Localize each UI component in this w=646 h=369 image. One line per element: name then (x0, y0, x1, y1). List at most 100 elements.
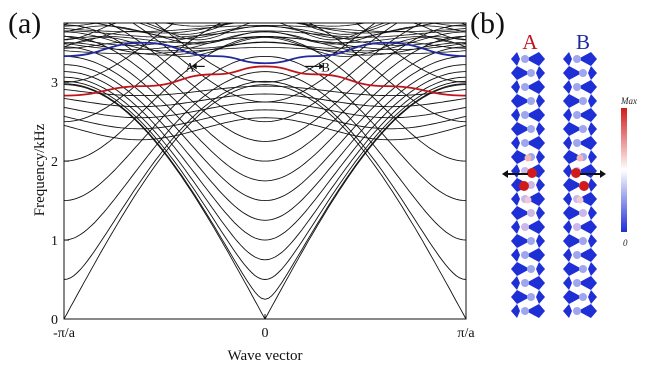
x-axis-label: Wave vector (228, 348, 303, 364)
bulk-band-line (64, 71, 466, 241)
lattice-node (521, 55, 529, 63)
lattice-node (579, 293, 587, 301)
annotation-b: B (321, 59, 330, 74)
lattice-cell (536, 122, 545, 136)
lattice-cell (563, 80, 572, 94)
y-tick-label: 3 (51, 76, 58, 91)
lattice-node (521, 251, 529, 259)
bulk-band-line (64, 71, 466, 241)
lattice-cell (511, 66, 530, 80)
lattice-cell (526, 248, 545, 262)
bulk-band-line (64, 117, 466, 141)
bulk-band-line (64, 109, 466, 130)
lattice-node (579, 125, 587, 133)
lattice-cell (563, 52, 572, 66)
lattice-cell (511, 304, 520, 318)
lattice-cell (563, 234, 582, 248)
lattice-cell (526, 276, 545, 290)
lattice-cell (511, 94, 530, 108)
x-tick-label: π/a (457, 326, 475, 341)
hotspot-node (576, 154, 584, 162)
propagation-arrowhead (600, 170, 606, 178)
lattice-node (573, 307, 581, 315)
bulk-band-line (64, 31, 466, 52)
panel-b-label: (b) (470, 7, 505, 40)
colorbar-max-label: Max (620, 96, 637, 106)
lattice-cell (526, 304, 545, 318)
lattice-node (579, 69, 587, 77)
lattice-cell (588, 206, 597, 220)
hotspot-node (576, 196, 584, 204)
plot-frame (63, 22, 467, 320)
lattice-node (579, 265, 587, 273)
lattice-cell (511, 234, 530, 248)
bulk-band-line (64, 25, 466, 39)
lattice-cell (578, 136, 597, 150)
lattice-cell (563, 108, 572, 122)
x-tick-label: 0 (262, 326, 269, 341)
lattice-cell (511, 206, 530, 220)
bulk-band-line (64, 42, 466, 56)
lattice-cell (526, 136, 545, 150)
lattice-cell (563, 304, 572, 318)
lattice-cell (511, 290, 530, 304)
lattice-cell (578, 220, 597, 234)
bulk-band-line (64, 80, 466, 280)
bulk-band-line (64, 83, 466, 300)
hotspot-node (579, 181, 589, 191)
lattice-cell (511, 276, 520, 290)
lattice-node (573, 139, 581, 147)
bulk-band-line (64, 85, 466, 97)
lattice-cell (563, 136, 572, 150)
y-tick-label: 2 (51, 155, 58, 170)
lattice-cell (578, 276, 597, 290)
bulk-band-line (64, 84, 466, 319)
lattice-node (521, 279, 529, 287)
lattice-cell (536, 66, 545, 80)
lattice-node (573, 111, 581, 119)
bulk-band-line (64, 80, 466, 280)
lattice-node (573, 223, 581, 231)
lattice-node (579, 97, 587, 105)
lattice-node (521, 307, 529, 315)
bulk-band-line (64, 35, 466, 162)
lattice-cell (563, 262, 582, 276)
mode-shape-panel: A B Max 0 (502, 30, 637, 318)
bulk-band-line (64, 25, 466, 33)
lattice-cell (536, 206, 545, 220)
bulk-band-line (64, 84, 466, 319)
y-tick-label: 1 (51, 234, 58, 249)
bulk-band-line (64, 36, 466, 50)
lattice-cell (563, 122, 582, 136)
hotspot-node (527, 168, 537, 178)
bulk-band-line (64, 35, 466, 162)
lattice-cell (588, 234, 597, 248)
lattice-node (527, 97, 535, 105)
lattice-cell (563, 66, 582, 80)
lattice-cell (536, 150, 545, 164)
panel-a-label: (a) (8, 7, 41, 40)
mode-shape-b (563, 52, 606, 318)
lattice-cell (526, 80, 545, 94)
bulk-band-line (154, 23, 376, 83)
bulk-band-line (64, 47, 466, 55)
lattice-cell (526, 220, 545, 234)
lattice-cell (578, 52, 597, 66)
bulk-band-line (64, 26, 466, 46)
hotspot-node (524, 154, 532, 162)
series-line-b (64, 41, 466, 65)
lattice-node (527, 293, 535, 301)
lattice-node (527, 265, 535, 273)
lattice-node (527, 69, 535, 77)
lattice-cell (511, 122, 530, 136)
colorbar (621, 108, 627, 232)
lattice-node (527, 237, 535, 245)
bulk-band-line (64, 93, 466, 108)
lattice-cell (588, 290, 597, 304)
lattice-node (579, 209, 587, 217)
lattice-cell (511, 262, 530, 276)
edge-modes (64, 41, 466, 97)
lattice-cell (563, 178, 582, 192)
hotspot-node (519, 181, 529, 191)
